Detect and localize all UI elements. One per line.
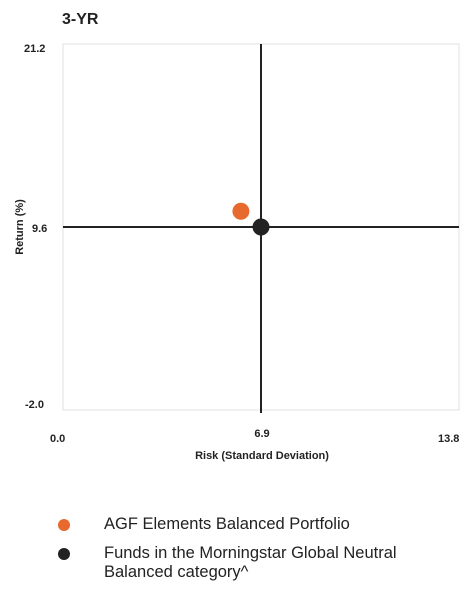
- y-tick-label-mid: 9.6: [32, 223, 47, 235]
- data-point-1: [252, 218, 270, 236]
- x-tick-label-left: 0.0: [50, 433, 65, 445]
- x-tick-label-right: 13.8: [438, 433, 459, 445]
- data-points: [232, 202, 270, 236]
- scatter-chart: 21.2 9.6 -2.0 0.0 6.9 13.8 Risk (Standar…: [14, 43, 460, 462]
- legend-label: AGF Elements Balanced Portfolio: [104, 515, 350, 533]
- x-tick-label-mid: 6.9: [254, 428, 269, 440]
- chart-title: 3-YR: [62, 11, 99, 28]
- black-dot-icon: [58, 548, 70, 560]
- legend: AGF Elements Balanced Portfolio Funds in…: [56, 515, 434, 592]
- legend-item-category: Funds in the Morningstar Global Neutral …: [56, 544, 434, 582]
- y-axis-label: Return (%): [14, 199, 26, 255]
- orange-dot-icon: [58, 519, 70, 531]
- y-tick-label-top: 21.2: [24, 43, 45, 55]
- x-axis-label: Risk (Standard Deviation): [195, 450, 329, 462]
- legend-label: Funds in the Morningstar Global Neutral …: [104, 544, 397, 581]
- legend-item-agf: AGF Elements Balanced Portfolio: [56, 515, 434, 534]
- y-tick-label-bottom: -2.0: [25, 399, 44, 411]
- data-point-0: [232, 202, 250, 220]
